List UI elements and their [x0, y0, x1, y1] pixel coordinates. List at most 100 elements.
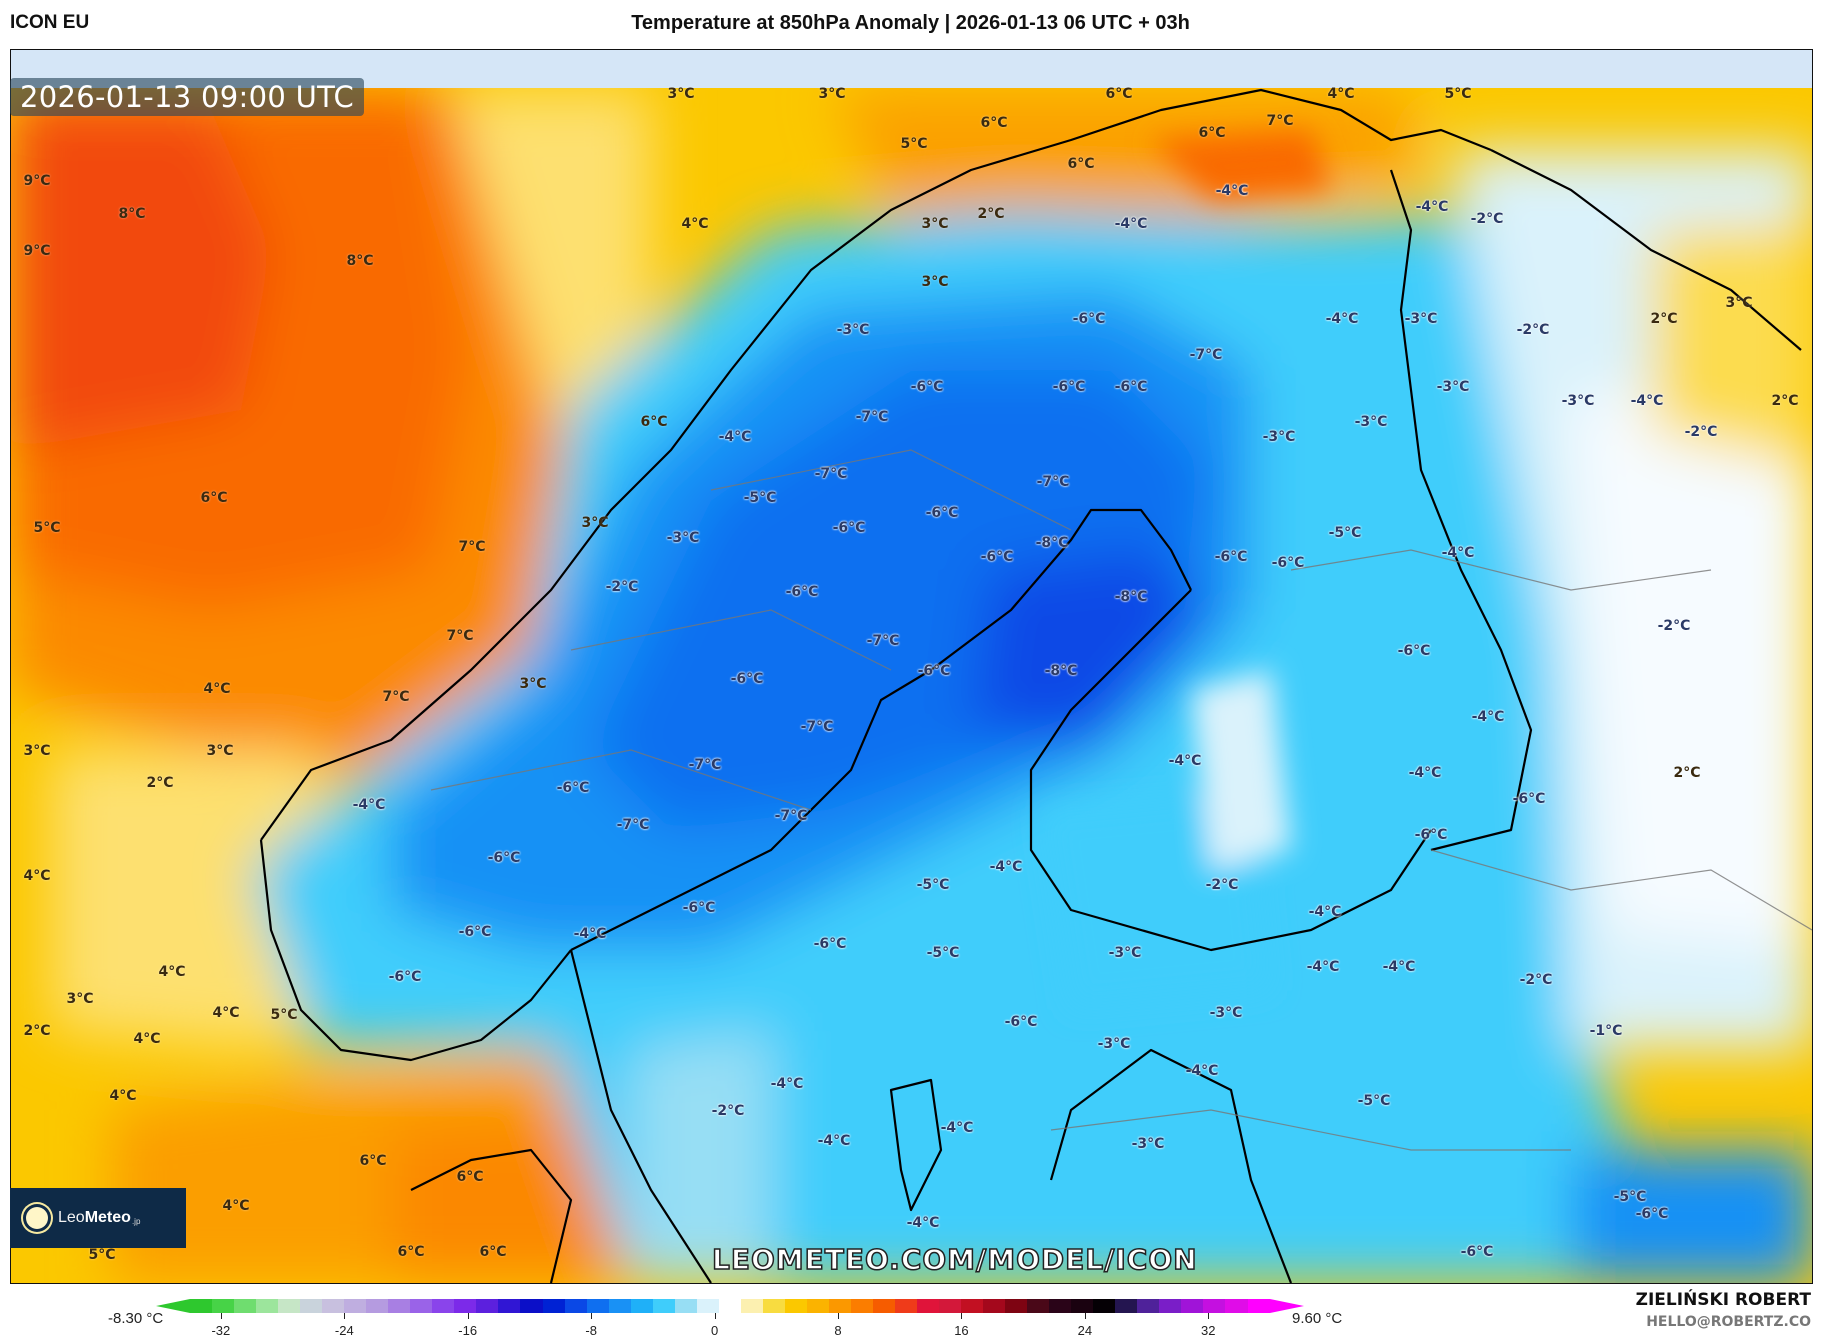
colorbar-swatch — [278, 1299, 301, 1313]
isotherm-label: -6°C — [730, 671, 764, 687]
colorbar-left-arrow — [156, 1299, 190, 1313]
isotherm-label: -3°C — [1108, 945, 1142, 961]
isotherm-label: -5°C — [1613, 1189, 1647, 1205]
isotherm-label: -7°C — [855, 409, 889, 425]
colorbar-swatch — [740, 1299, 763, 1313]
isotherm-label: -5°C — [743, 490, 777, 506]
colorbar-swatch — [234, 1299, 257, 1313]
colorbar-swatch — [806, 1299, 829, 1313]
isotherm-label: -3°C — [1131, 1136, 1165, 1152]
colorbar-swatch — [1203, 1299, 1226, 1313]
isotherm-label: 9°C — [23, 173, 51, 189]
colorbar-tick — [838, 1313, 839, 1319]
isotherm-label: -4°C — [1408, 765, 1442, 781]
colorbar-swatch — [1093, 1299, 1116, 1313]
isotherm-label: -6°C — [1004, 1014, 1038, 1030]
isotherm-label: -4°C — [906, 1215, 940, 1231]
colorbar-swatch — [608, 1299, 631, 1313]
colorbar-tick — [220, 1313, 222, 1319]
isotherm-label: 7°C — [382, 689, 410, 705]
isotherm-label: -5°C — [1328, 525, 1362, 541]
isotherm-label: -4°C — [1114, 216, 1148, 232]
isotherm-label: -6°C — [1512, 791, 1546, 807]
isotherm-label: -8°C — [1044, 663, 1078, 679]
isotherm-label: 7°C — [446, 628, 474, 644]
logo-text-tld: .jp — [131, 1216, 141, 1226]
colorbar-swatch — [476, 1299, 499, 1313]
isotherm-label: -7°C — [688, 757, 722, 773]
isotherm-label: 5°C — [270, 1007, 298, 1023]
isotherm-label: 3°C — [519, 676, 547, 692]
isotherm-label: 4°C — [23, 868, 51, 884]
colorbar-swatch — [1115, 1299, 1138, 1313]
colorbar-min-label: -8.30 °C — [108, 1310, 164, 1327]
colorbar-swatch — [917, 1299, 940, 1313]
colorbar-swatch — [1049, 1299, 1072, 1313]
leometeo-logo[interactable]: Leo Meteo .jp — [10, 1188, 186, 1248]
isotherm-label: 3°C — [66, 991, 94, 1007]
isotherm-label: -4°C — [1415, 199, 1449, 215]
colorbar-swatch — [1137, 1299, 1160, 1313]
colorbar-swatch — [1159, 1299, 1182, 1313]
isotherm-label: -2°C — [1684, 424, 1718, 440]
isotherm-label: -6°C — [1635, 1206, 1669, 1222]
isotherm-label: 6°C — [397, 1244, 425, 1260]
isotherm-label: -4°C — [1185, 1063, 1219, 1079]
isotherm-label: 3°C — [206, 743, 234, 759]
isotherm-label: -5°C — [926, 945, 960, 961]
isotherm-label: -1°C — [1589, 1023, 1623, 1039]
isotherm-label: -3°C — [1561, 393, 1595, 409]
colorbar-tick-label: -8 — [585, 1323, 597, 1338]
isotherm-label: -3°C — [836, 322, 870, 338]
isotherm-label: 6°C — [479, 1244, 507, 1260]
isotherm-label: -8°C — [1114, 589, 1148, 605]
colorbar-gradient — [190, 1299, 1270, 1313]
isotherm-label: 4°C — [681, 216, 709, 232]
colorbar-tick — [591, 1313, 593, 1319]
colorbar-swatch — [322, 1299, 345, 1313]
isotherm-label: 3°C — [1725, 295, 1753, 311]
author-name: ZIELIŃSKI ROBERT — [1635, 1290, 1811, 1310]
isotherm-label: -7°C — [1036, 474, 1070, 490]
colorbar-swatch — [432, 1299, 455, 1313]
colorbar-ticks: -32 -24 -16 -8 0 8 16 24 32 — [190, 1313, 1270, 1339]
author-email[interactable]: HELLO@ROBERTZ.CO — [1646, 1314, 1811, 1330]
isotherm-label: -7°C — [800, 719, 834, 735]
isotherm-label: -6°C — [917, 663, 951, 679]
colorbar-swatch — [1005, 1299, 1028, 1313]
isotherm-label: 3°C — [581, 515, 609, 531]
isotherm-label: -4°C — [770, 1076, 804, 1092]
colorbar-tick — [344, 1313, 346, 1319]
isotherm-label: -6°C — [1460, 1244, 1494, 1260]
colorbar-tick-label: 8 — [834, 1323, 842, 1338]
colorbar-right-arrow — [1270, 1299, 1304, 1313]
isotherm-label: 5°C — [88, 1247, 116, 1263]
isotherm-label: -2°C — [1519, 972, 1553, 988]
isotherm-label: 8°C — [346, 253, 374, 269]
isotherm-label: -6°C — [832, 520, 866, 536]
colorbar-swatch — [696, 1299, 719, 1313]
weather-map[interactable]: 9°C 8°C 9°C 8°C 3°C 3°C 4°C 5°C 6°C 6°C 6°C 3°C 2°C 3… — [10, 49, 1813, 1284]
chart-title: Temperature at 850hPa Anomaly | 2026-01-… — [631, 12, 1190, 34]
isotherm-label: -7°C — [814, 466, 848, 482]
isotherm-label: 7°C — [1266, 113, 1294, 129]
colorbar-tick-label: -16 — [458, 1323, 478, 1338]
colorbar-tick-label: 24 — [1077, 1323, 1093, 1338]
isotherm-label: -6°C — [785, 584, 819, 600]
colorbar-swatch — [586, 1299, 609, 1313]
colorbar-swatch — [939, 1299, 962, 1313]
colorbar-tick-label: 16 — [954, 1323, 969, 1338]
logo-text-leo: Leo — [58, 1209, 85, 1226]
isotherm-label: 6°C — [456, 1169, 484, 1185]
isotherm-label: -2°C — [711, 1103, 745, 1119]
colorbar-tick — [467, 1313, 469, 1319]
isotherm-label: -6°C — [556, 780, 590, 796]
isotherm-label: -3°C — [1262, 429, 1296, 445]
isotherm-label: 2°C — [977, 206, 1005, 222]
isotherm-label: -3°C — [1354, 414, 1388, 430]
isotherm-label: 3°C — [23, 743, 51, 759]
colorbar-tick-label: -32 — [211, 1323, 231, 1338]
colorbar-swatch — [1027, 1299, 1050, 1313]
isotherm-label: -2°C — [1657, 618, 1691, 634]
isotherm-label: 6°C — [1198, 125, 1226, 141]
